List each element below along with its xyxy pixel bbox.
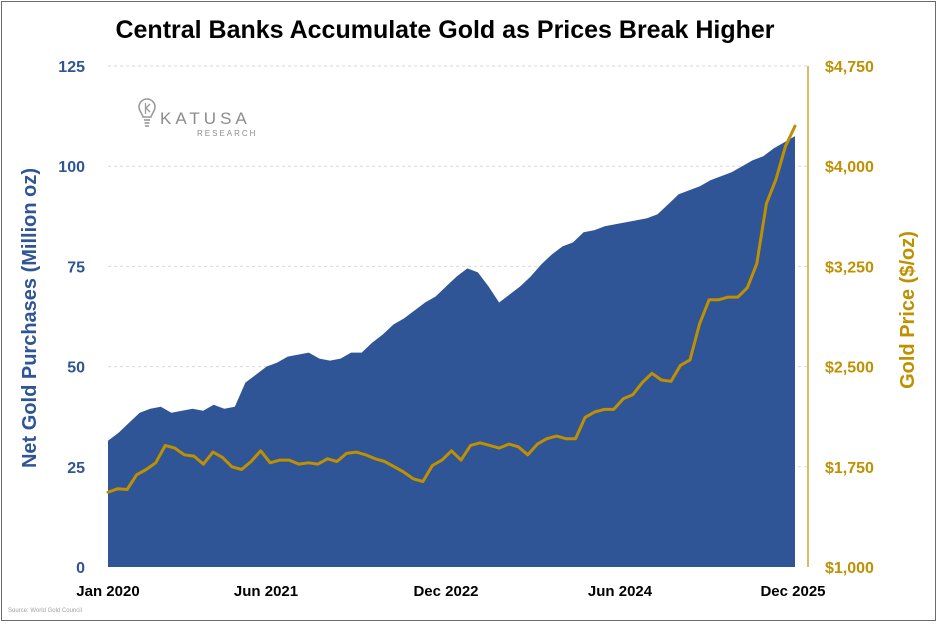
left-tick-label: 25 <box>67 460 85 477</box>
x-tick-label: Jan 2020 <box>76 583 139 600</box>
x-tick-label: Jun 2024 <box>588 583 653 600</box>
left-tick-label: 50 <box>67 360 85 377</box>
right-axis-ticks: $1,000 $1,750 $2,500 $3,250 $4,000 $4,750 <box>825 59 874 577</box>
right-tick-label: $4,750 <box>825 59 874 76</box>
logo-subtext: RESEARCH <box>197 129 257 138</box>
right-tick-label: $2,500 <box>825 360 874 377</box>
x-axis-ticks: Jan 2020 Jun 2021 Dec 2022 Jun 2024 Dec 2025 <box>76 583 825 600</box>
left-tick-label: 125 <box>58 59 85 76</box>
x-tick-label: Jun 2021 <box>234 583 298 600</box>
left-tick-label: 0 <box>76 560 85 577</box>
right-tick-label: $4,000 <box>825 159 874 176</box>
right-tick-label: $3,250 <box>825 259 874 276</box>
source-note: Source: World Gold Council <box>8 608 82 614</box>
right-tick-label: $1,000 <box>825 560 874 577</box>
x-tick-label: Dec 2025 <box>760 583 825 600</box>
chart-title: Central Banks Accumulate Gold as Prices … <box>115 16 774 44</box>
x-tick-label: Dec 2022 <box>413 583 478 600</box>
gold-price-line <box>106 124 797 494</box>
katusa-logo: KATUSA RESEARCH <box>138 98 257 138</box>
left-axis-title: Net Gold Purchases (Million oz) <box>19 168 41 468</box>
left-axis-ticks: 0 25 50 75 100 125 <box>58 59 85 577</box>
logo-wordmark: KATUSA <box>160 109 251 128</box>
price-line-layer <box>106 124 797 494</box>
lightbulb-icon <box>138 98 156 127</box>
left-tick-label: 100 <box>58 159 85 176</box>
left-tick-label: 75 <box>67 259 85 276</box>
right-tick-label: $1,750 <box>825 460 874 477</box>
right-axis-title: Gold Price ($/oz) <box>897 231 919 389</box>
